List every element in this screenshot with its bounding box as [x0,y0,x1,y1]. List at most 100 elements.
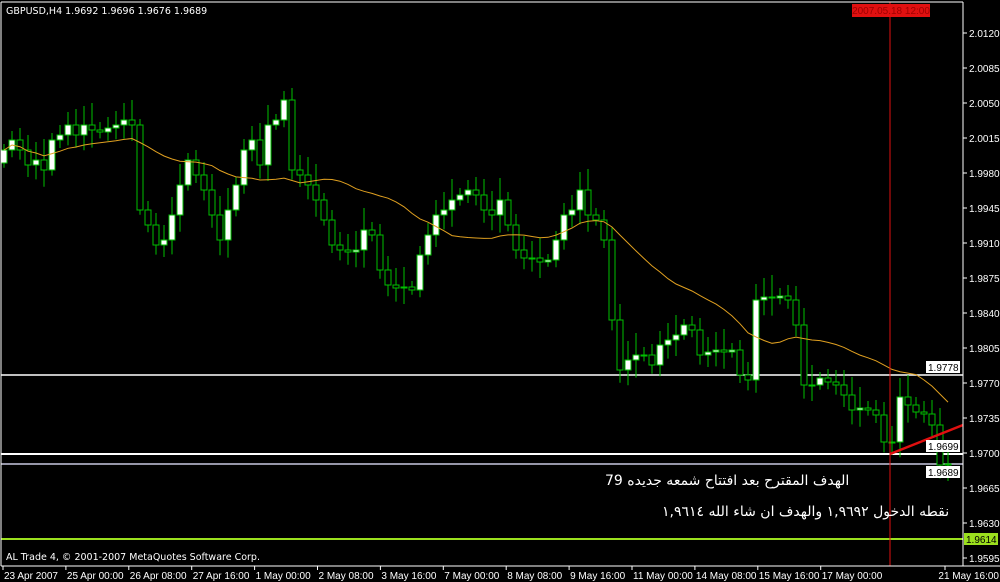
candle-body [944,463,952,466]
vertical-line-time-label: 2007.05.18 12:00 [852,6,930,17]
candle-body [128,119,136,126]
candle-body [696,329,704,356]
candle-body [560,214,568,241]
candle-body [888,441,896,444]
time-tick-label: 9 May 16:00 [570,571,625,582]
candle-body [176,184,184,216]
time-tick-label: 14 May 08:00 [696,571,757,582]
time-tick-label: 1 May 00:00 [256,571,311,582]
candle-body [304,174,312,186]
candle-body [328,219,336,246]
price-tick-label: 1.9770 [969,379,1000,390]
candle-body [440,209,448,216]
time-tick-label: 21 May 16:00 [938,571,999,582]
price-label: 1.9699 [928,442,959,453]
candle-body [200,174,208,191]
candle-body [728,349,736,353]
candle-body [280,99,288,121]
candle-body [744,374,752,381]
candle-body [776,295,784,299]
candle-body [392,284,400,289]
candle-body [704,351,712,356]
price-tick-label: 1.9910 [969,239,1000,250]
candle-body [800,324,808,386]
candle-body [88,124,96,131]
price-tick-label: 1.9875 [969,274,1000,285]
candle-body [272,119,280,126]
candle-body [400,286,408,289]
candle-body [352,249,360,253]
candle-body [64,124,72,136]
moving-average-line [3,137,949,403]
candle-body [624,359,632,371]
price-tick-label: 1.9840 [969,309,1000,320]
time-tick-label: 26 Apr 08:00 [130,571,187,582]
time-tick-label: 2 May 08:00 [319,571,374,582]
annotation-line-1: الهدف المقترح بعد افتتاح شمعه جديده 79 [605,473,849,489]
price-label-box [964,533,998,545]
price-label: 1.9689 [928,468,959,479]
candle-body [680,324,688,336]
candle-body [664,339,672,346]
candle-body [368,229,376,236]
candle-body [672,334,680,341]
candle-body [528,257,536,260]
candle-body [808,384,816,387]
candle-body [104,127,112,133]
price-label: 1.9778 [928,363,959,374]
price-tick-label: 1.9700 [969,449,1000,460]
candle-body [96,129,104,133]
candle-body [496,199,504,216]
candle-body [608,239,616,321]
candle-body [848,394,856,411]
candle-body [552,239,560,261]
price-tick-label: 1.9630 [969,519,1000,530]
candle-body [416,254,424,291]
candle-body [312,184,320,201]
candle-body [720,349,728,353]
price-tick-label: 1.9735 [969,414,1000,425]
candle-body [232,184,240,211]
candle-body [896,396,904,443]
candle-body [576,189,584,211]
time-tick-label: 3 May 16:00 [381,571,436,582]
candle-body [880,414,888,443]
candle-body [920,411,928,415]
candle-body [144,209,152,226]
candle-body [16,139,24,151]
time-tick-label: 27 Apr 16:00 [193,571,250,582]
candle-body [448,199,456,211]
time-axis: 23 Apr 2007 25 Apr 00:00 26 Apr 08:00 27 Ap… [2,566,999,582]
price-tick-label: 1.9980 [969,169,1000,180]
candle-body [864,407,872,411]
price-label: 1.9614 [966,535,997,546]
candle-body [456,194,464,201]
candle-body [360,229,368,251]
candle-body [592,214,600,221]
candle-body [424,234,432,256]
price-tick-label: 1.9595 [969,554,1000,565]
candle-body [192,159,200,176]
candle-body [168,214,176,241]
candle-body [184,159,192,186]
candle-body [160,239,168,246]
vertical-line-time-box [852,4,930,17]
candle-body [248,139,256,151]
time-tick-label: 23 Apr 2007 [4,571,58,582]
candle-body [760,296,768,301]
candle-body [112,124,120,129]
candle-body [464,189,472,196]
candle-body [32,159,40,166]
trendline[interactable] [889,423,964,456]
price-tick-label: 2.0015 [969,134,1000,145]
candle-body [600,219,608,241]
copyright-text: AL Trade 4, © 2001-2007 MetaQuotes Softw… [6,552,260,563]
candle-body [40,159,48,171]
candle-body [856,407,864,411]
time-tick-label: 17 May 00:00 [822,571,883,582]
candle-body [504,199,512,226]
price-axis: 2.0120 2.0085 2.0050 2.0015 1.9980 1.9945 1.99… [963,29,1000,565]
price-tick-label: 1.9665 [969,484,1000,495]
